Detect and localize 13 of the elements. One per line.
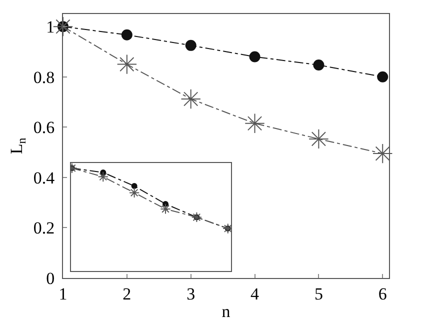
x-tick-label: 5: [314, 284, 323, 304]
x-axis-title: n: [222, 302, 231, 321]
x-tick-label: 6: [378, 284, 387, 304]
y-tick-label: 0.6: [33, 118, 55, 138]
y-tick-label: 0: [46, 268, 55, 288]
y-tick-label: 0.4: [33, 168, 56, 188]
y-tick-label: 0.8: [33, 68, 55, 87]
x-tick-label: 2: [122, 284, 132, 304]
x-tick-label: 1: [58, 284, 68, 304]
x-tick-label: 3: [186, 284, 196, 304]
x-tick-label: 4: [250, 284, 260, 304]
y-tick-label: 0.2: [33, 218, 55, 238]
y-tick-label: 1: [46, 18, 55, 37]
